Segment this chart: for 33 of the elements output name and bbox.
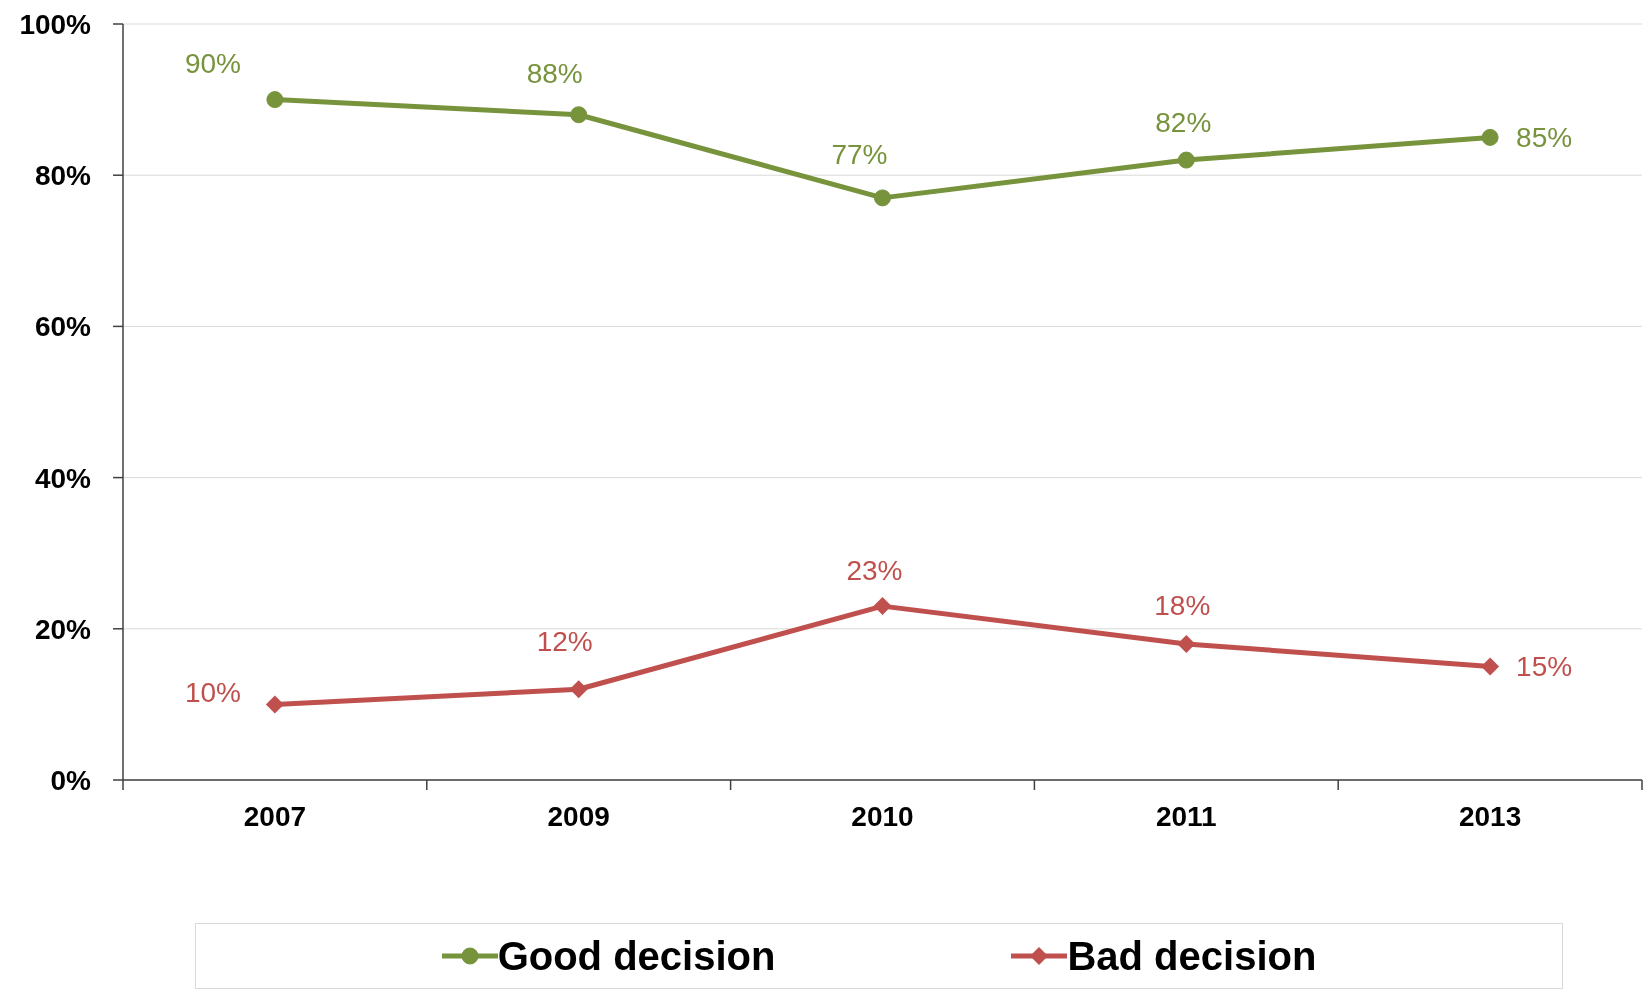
y-tick-label: 0%: [50, 764, 92, 796]
data-label: 85%: [1516, 121, 1573, 153]
x-tick-label: 2011: [1155, 800, 1217, 832]
data-label: 23%: [846, 554, 903, 586]
y-tick-label: 100%: [19, 8, 92, 40]
x-tick-label: 2013: [1458, 800, 1522, 832]
x-tick-label: 2010: [851, 800, 914, 832]
point: [1481, 128, 1499, 146]
point: [266, 91, 284, 109]
data-label: 10%: [184, 676, 241, 708]
y-tick-label: 40%: [34, 462, 92, 494]
legend-label: Bad decision: [1067, 933, 1317, 979]
legend-label: Good decision: [497, 933, 776, 979]
point: [1177, 151, 1195, 169]
point: [570, 106, 588, 124]
x-tick-label: 2009: [547, 800, 610, 832]
point: [1177, 634, 1196, 653]
y-tick-label: 20%: [34, 613, 92, 645]
data-label: 77%: [831, 139, 888, 171]
point: [874, 189, 891, 207]
y-tick-label: 60%: [34, 311, 92, 343]
data-label: 18%: [1154, 590, 1211, 622]
point: [569, 680, 588, 699]
point: [265, 695, 284, 714]
data-label: 12%: [536, 625, 593, 657]
y-tick-label: 80%: [34, 160, 92, 192]
point: [1481, 657, 1500, 676]
point: [873, 597, 892, 616]
data-label: 88%: [526, 58, 583, 90]
data-label: 15%: [1516, 651, 1573, 683]
data-label: 90%: [184, 48, 241, 80]
data-label: 82%: [1155, 106, 1212, 138]
x-tick-label: 2007: [243, 800, 307, 832]
